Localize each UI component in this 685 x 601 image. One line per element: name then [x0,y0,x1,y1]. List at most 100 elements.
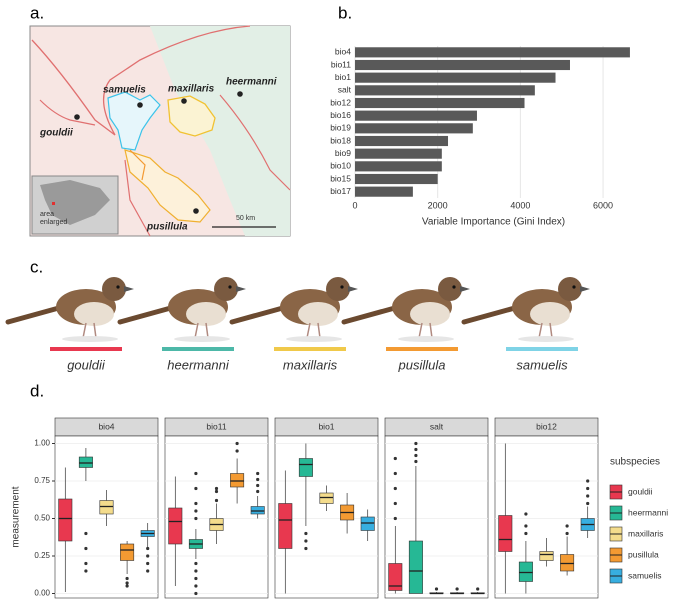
outlier [194,516,198,521]
outlier [586,479,590,483]
y-tick-label: 0.25 [34,551,50,560]
outlier [256,483,260,488]
outlier [455,587,459,591]
bar [355,161,442,172]
panel-letter: a. [30,3,44,22]
outlier [393,486,397,491]
y-tick-label: 0.50 [34,514,50,523]
outlier [586,501,590,506]
x-tick-label: 2000 [428,200,448,210]
bird-name: samuelis [516,357,568,372]
y-axis-label: measurement [11,486,22,547]
bird [5,277,134,342]
outlier [146,561,150,566]
outlier [84,531,88,536]
outlier [84,561,88,566]
outlier [194,584,198,588]
y-tick-label: 0.00 [34,589,50,598]
box [518,561,533,582]
outlier [214,498,219,503]
bird-head [438,277,462,301]
bar [355,59,570,71]
outlier [304,539,308,543]
outlier [586,494,590,498]
bird-beak [460,286,470,292]
bird-breast [530,302,570,326]
y-tick-label: 0.75 [34,476,50,485]
box [319,492,334,504]
y-tick-label: bio12 [330,97,351,107]
outlier [524,524,528,528]
outlier [414,459,418,464]
outlier [194,509,198,513]
map-label: gouldii [39,128,73,139]
bird-legs [418,322,433,339]
outlier [256,489,260,494]
bar [355,173,438,185]
outlier [84,569,88,573]
outlier [194,569,198,573]
box [388,563,403,591]
y-tick-label: bio17 [330,186,351,196]
outlier [393,501,397,506]
map-label: samuelis [103,85,146,96]
outlier [194,486,198,491]
box [99,500,114,515]
map-label: heermanni [226,77,277,88]
outlier [146,569,150,573]
legend-label: samuelis [628,570,662,580]
outlier [434,587,439,591]
outlier [194,561,198,566]
y-tick-label: bio18 [330,135,351,145]
bar [355,123,473,134]
bird-name: gouldii [67,357,106,372]
outlier [414,441,418,446]
box [120,543,135,561]
box [230,473,245,488]
legend-label: maxillaris [628,528,663,538]
bird-eye [116,285,120,289]
bird-head [326,277,350,301]
outlier [476,587,480,591]
facet-label: bio1 [318,421,334,431]
map [29,25,291,237]
facet-label: salt [430,421,444,431]
outlier [393,516,397,521]
bird-shadow [398,336,454,342]
bar [355,97,525,109]
facet-label: bio11 [206,421,226,431]
outlier [146,554,150,558]
bird-legs [306,322,321,339]
outlier [565,531,569,536]
bird-eye [228,285,232,289]
y-tick-label: bio1 [335,72,351,82]
outlier [235,441,239,446]
bird-shadow [518,336,574,342]
bird-shadow [174,336,230,342]
x-tick-label: 0 [352,200,357,210]
outlier [84,546,88,551]
box [298,458,313,477]
bird [117,277,246,342]
bird-breast [186,302,226,326]
box [498,515,513,552]
bar [355,135,449,147]
bird-legs [82,322,97,339]
legend-label: pusillula [628,549,659,559]
inset-label: area [40,211,54,218]
box [58,498,73,542]
outlier [304,531,308,536]
outlier [125,584,129,588]
y-tick-label: bio19 [330,123,351,133]
bird-breast [410,302,450,326]
x-tick-label: 4000 [510,200,530,210]
outlier [524,531,528,536]
bird-name: heermanni [167,357,230,372]
bar [355,148,442,159]
box [168,507,183,545]
outlier [125,581,129,585]
box [539,551,554,561]
outlier [393,456,397,461]
inset-label: enlarged [40,219,67,226]
bird-head [214,277,238,301]
